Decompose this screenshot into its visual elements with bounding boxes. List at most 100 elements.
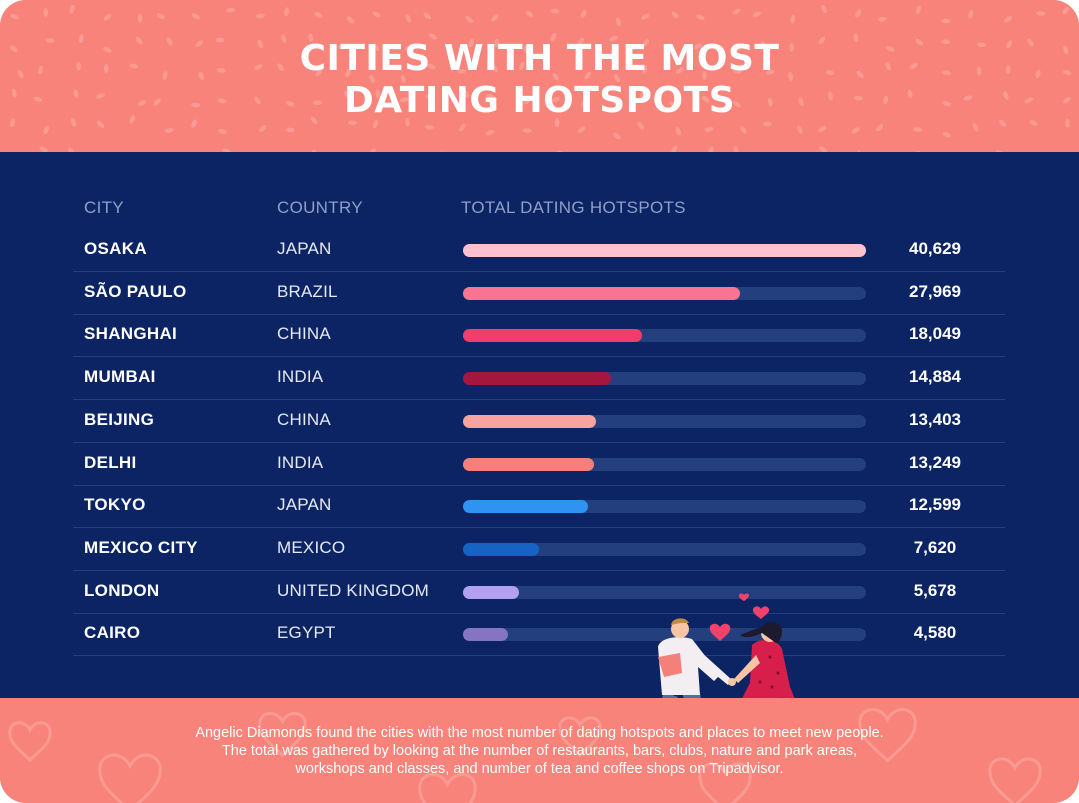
bar <box>463 372 611 386</box>
petal-shape <box>818 125 827 133</box>
value-label: 12,599 <box>909 495 961 515</box>
petal-shape <box>254 96 261 105</box>
header-banner: CITIES WITH THE MOST DATING HOTSPOTS <box>0 0 1079 152</box>
petal-shape <box>76 61 82 71</box>
bar-track <box>463 500 866 514</box>
petal-shape <box>732 8 741 15</box>
petal-shape <box>345 68 351 78</box>
petal-shape <box>675 126 681 136</box>
petal-shape <box>642 65 648 75</box>
petal-shape <box>70 118 77 127</box>
table-row: LONDON UNITED KINGDOM 5,678 <box>73 571 1005 614</box>
petal-shape <box>45 38 55 43</box>
country-label: INDIA <box>277 452 324 472</box>
footnote-line-3: workshops and classes, and number of tea… <box>295 761 784 777</box>
petal-shape <box>640 92 646 102</box>
petal-shape <box>372 43 380 52</box>
city-label: LONDON <box>84 580 160 600</box>
petal-shape <box>1005 64 1011 74</box>
petal-shape <box>17 70 24 79</box>
city-label: MUMBAI <box>84 367 156 387</box>
bar <box>463 500 588 514</box>
methodology-note: Angelic Diamonds found the cities with t… <box>60 724 1019 778</box>
petal-shape <box>972 123 979 132</box>
petal-shape <box>642 39 649 47</box>
petal-shape <box>577 126 586 134</box>
petal-shape <box>222 148 231 152</box>
petal-shape <box>825 70 835 76</box>
petal-shape <box>550 8 560 14</box>
footnote-line-1: Angelic Diamonds found the cities with t… <box>195 725 884 741</box>
table-row: CAIRO EGYPT 4,580 <box>73 613 1005 657</box>
petal-shape <box>668 101 678 107</box>
table-row: SÃO PAULO BRAZIL 27,969 <box>73 272 1005 315</box>
petal-shape <box>494 38 499 48</box>
petal-shape <box>554 118 560 128</box>
bar <box>463 244 866 257</box>
heart-outline-shape <box>8 721 52 763</box>
petal-shape <box>941 18 951 24</box>
petal-shape <box>346 16 355 24</box>
bar <box>463 414 596 428</box>
petal-shape <box>968 9 974 19</box>
petal-shape <box>135 36 143 45</box>
petal-shape <box>137 99 147 106</box>
petal-shape <box>277 63 284 71</box>
petal-shape <box>995 150 1004 152</box>
petal-shape <box>69 4 75 14</box>
heart-outline-shape <box>98 753 162 803</box>
petal-shape <box>853 33 859 43</box>
bar <box>463 585 520 599</box>
petal-shape <box>226 7 236 13</box>
petal-shape <box>752 11 762 18</box>
bar <box>463 542 539 556</box>
petal-shape <box>259 124 267 132</box>
petal-shape <box>796 125 803 134</box>
bar <box>463 286 741 300</box>
petal-shape <box>43 125 49 135</box>
petal-shape <box>308 33 314 43</box>
country-label: UNITED KINGDOM <box>277 580 430 600</box>
country-label: CHINA <box>277 409 331 429</box>
heart-outline-shape <box>988 757 1042 803</box>
petal-shape <box>942 132 952 138</box>
petal-shape <box>400 74 406 84</box>
heart-outline-shape <box>858 708 917 763</box>
value-label: 13,403 <box>909 409 961 429</box>
column-header-city: CITY <box>84 198 124 217</box>
petal-shape <box>856 70 864 78</box>
table-row: TOKYO JAPAN 12,599 <box>73 485 1005 529</box>
city-label: DELHI <box>84 452 137 472</box>
petal-shape <box>217 98 227 104</box>
petal-shape <box>286 100 295 107</box>
petal-shape <box>828 91 833 101</box>
petal-shape <box>459 123 466 132</box>
petal-shape <box>789 43 794 53</box>
petal-shape <box>581 99 589 107</box>
petal-shape <box>694 43 703 50</box>
country-label: MEXICO <box>277 537 346 557</box>
petal-shape <box>1062 97 1071 104</box>
value-label: 7,620 <box>913 537 957 557</box>
table-row: BEIJING CHINA 13,403 <box>73 400 1005 443</box>
value-label: 40,629 <box>909 239 961 258</box>
country-label: JAPAN <box>277 239 332 258</box>
table-row: MEXICO CITY MEXICO 7,620 <box>73 528 1005 571</box>
page-title: CITIES WITH THE MOST DATING HOTSPOTS <box>0 38 1079 122</box>
petal-shape <box>551 96 560 103</box>
petal-shape <box>1003 91 1009 100</box>
petal-shape <box>613 132 621 140</box>
heart-outline-shape <box>418 773 477 803</box>
title-line-1: CITIES WITH THE MOST <box>299 38 780 79</box>
petal-shape <box>156 13 165 20</box>
petal-shape <box>191 13 200 20</box>
petal-shape <box>942 101 952 107</box>
petal-shape <box>404 45 413 51</box>
bar <box>463 457 595 471</box>
petal-shape <box>73 89 79 99</box>
petal-shape <box>33 96 43 102</box>
petal-shape <box>218 128 227 135</box>
petal-shape <box>676 67 685 74</box>
petal-shape <box>485 129 495 136</box>
